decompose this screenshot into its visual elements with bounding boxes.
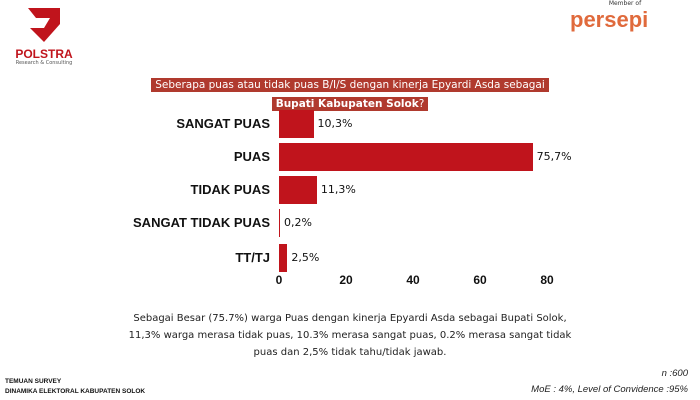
- data-label: 10,3%: [317, 117, 353, 130]
- x-tick-label: 40: [406, 273, 420, 287]
- bar: [279, 209, 280, 237]
- category-label: SANGAT TIDAK PUAS: [133, 215, 270, 230]
- footer-subtitle: DINAMIKA ELEKTORAL KABUPATEN SOLOK: [5, 388, 146, 395]
- margin-of-error: MoE : 4%, Level of Convidence :95%: [531, 384, 688, 395]
- x-tick-label: 20: [339, 273, 353, 287]
- polstra-logo: POLSTRA Research & Consulting: [14, 4, 74, 66]
- chart-question: Seberapa puas atau tidak puas B/I/S deng…: [0, 73, 700, 111]
- category-label: SANGAT PUAS: [176, 116, 270, 131]
- category-label: PUAS: [233, 149, 270, 164]
- x-tick-label: 0: [275, 273, 283, 287]
- data-label: 0,2%: [284, 216, 312, 229]
- footer-title: TEMUAN SURVEY: [5, 378, 62, 385]
- bar: [279, 176, 317, 204]
- category-label: TIDAK PUAS: [190, 182, 270, 197]
- summary-text: Sebagai Besar (75.7%) warga Puas dengan …: [128, 313, 572, 358]
- data-label: 11,3%: [320, 183, 356, 196]
- x-tick-label: 60: [473, 273, 487, 287]
- category-label: TT/TJ: [235, 250, 270, 265]
- polstra-shield-icon: [28, 8, 60, 42]
- bar: [279, 244, 288, 272]
- x-tick-label: 80: [540, 273, 554, 287]
- data-label: 75,7%: [536, 150, 572, 163]
- sample-size: n :600: [661, 368, 688, 379]
- data-label: 2,5%: [291, 251, 320, 264]
- persepi-logo: Member of persepi: [570, 0, 649, 32]
- bar: [279, 143, 533, 171]
- bar: [279, 110, 314, 138]
